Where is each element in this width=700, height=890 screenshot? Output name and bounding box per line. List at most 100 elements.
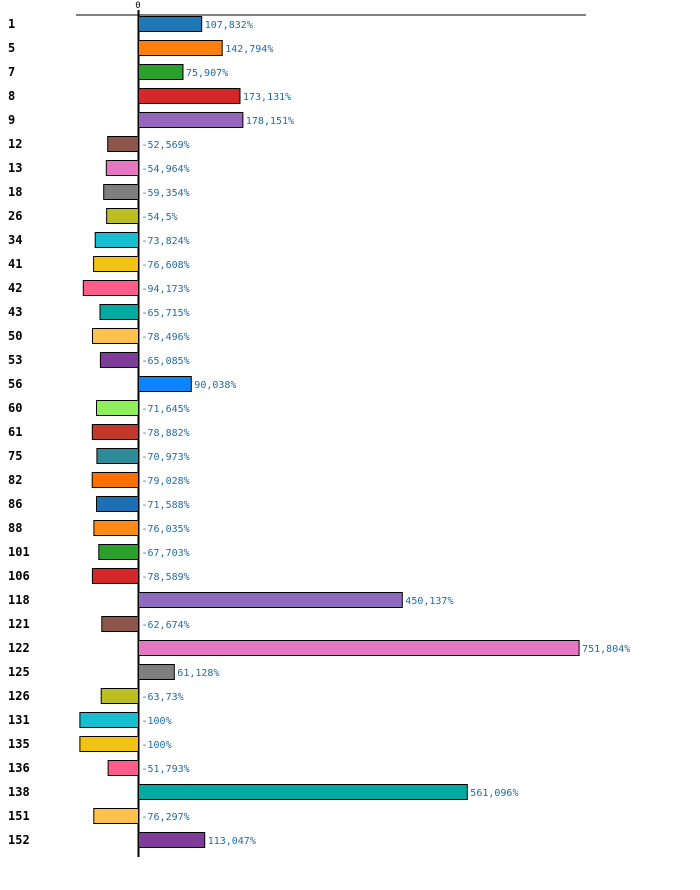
bar <box>107 760 139 776</box>
zero-tick-label: 0 <box>135 1 140 11</box>
category-label: 41 <box>8 257 22 271</box>
category-label: 7 <box>8 65 15 79</box>
value-label: -79,028% <box>142 476 190 487</box>
bar <box>93 256 139 272</box>
value-label: -73,824% <box>142 236 190 247</box>
value-label: -78,882% <box>142 428 190 439</box>
category-label: 18 <box>8 185 22 199</box>
category-label: 138 <box>8 785 30 799</box>
bar <box>96 400 139 416</box>
bar <box>138 16 203 32</box>
value-label: 450,137% <box>405 596 453 607</box>
value-label: -67,703% <box>142 548 190 559</box>
value-label: -78,589% <box>142 572 190 583</box>
category-label: 136 <box>8 761 30 775</box>
value-label: 142,794% <box>225 44 273 55</box>
category-label: 151 <box>8 809 30 823</box>
category-label: 53 <box>8 353 22 367</box>
value-label: -78,496% <box>142 332 190 343</box>
value-label: -65,085% <box>142 356 190 367</box>
bar <box>98 544 140 560</box>
category-label: 5 <box>8 41 15 55</box>
value-label: -54,5% <box>142 212 178 223</box>
category-label: 50 <box>8 329 22 343</box>
value-label: -76,035% <box>142 524 190 535</box>
bar <box>101 616 140 632</box>
bar <box>91 424 140 440</box>
bar <box>138 664 175 680</box>
category-label: 82 <box>8 473 22 487</box>
category-label: 118 <box>8 593 30 607</box>
bar <box>91 472 139 488</box>
bar <box>138 40 223 56</box>
bar <box>92 328 139 344</box>
bar <box>107 136 139 152</box>
value-label: 113,047% <box>208 836 256 847</box>
category-label: 34 <box>8 233 22 247</box>
category-label: 88 <box>8 521 22 535</box>
category-label: 126 <box>8 689 30 703</box>
category-label: 26 <box>8 209 22 223</box>
category-label: 125 <box>8 665 30 679</box>
category-label: 1 <box>8 17 15 31</box>
bar <box>138 784 468 800</box>
bar <box>93 808 140 824</box>
value-label: 107,832% <box>205 20 253 31</box>
value-label: 75,907% <box>186 68 228 79</box>
bar <box>138 592 403 608</box>
category-label: 122 <box>8 641 30 655</box>
category-label: 75 <box>8 449 22 463</box>
bar <box>100 688 139 704</box>
category-label: 61 <box>8 425 22 439</box>
bar <box>82 280 140 296</box>
value-label: -100% <box>142 716 172 727</box>
category-label: 131 <box>8 713 30 727</box>
category-label: 43 <box>8 305 22 319</box>
bar <box>79 736 139 752</box>
bar <box>93 520 139 536</box>
value-label: -70,973% <box>142 452 190 463</box>
value-label: -54,964% <box>142 164 190 175</box>
bar <box>99 304 139 320</box>
bar <box>138 832 206 848</box>
bar <box>138 64 184 80</box>
bar <box>138 640 580 656</box>
value-label: -63,73% <box>142 692 184 703</box>
value-label: -94,173% <box>142 284 190 295</box>
category-label: 42 <box>8 281 22 295</box>
bar <box>138 88 241 104</box>
category-label: 152 <box>8 833 30 847</box>
bar <box>138 376 192 392</box>
category-label: 101 <box>8 545 30 559</box>
bar <box>94 232 139 248</box>
value-label: -76,608% <box>142 260 190 271</box>
bar <box>138 112 244 128</box>
value-label: -71,645% <box>142 404 190 415</box>
bar <box>96 448 139 464</box>
category-label: 56 <box>8 377 22 391</box>
value-label: 178,151% <box>246 116 294 127</box>
category-label: 121 <box>8 617 30 631</box>
category-label: 60 <box>8 401 22 415</box>
value-label: -52,569% <box>142 140 190 151</box>
category-label: 8 <box>8 89 15 103</box>
bar <box>105 160 140 176</box>
bar <box>79 712 139 728</box>
value-label: -76,297% <box>142 812 190 823</box>
value-label: 751,804% <box>582 644 630 655</box>
bar <box>103 184 139 200</box>
value-label: -59,354% <box>142 188 190 199</box>
value-label: 561,096% <box>470 788 518 799</box>
bar <box>91 568 139 584</box>
value-label: 173,131% <box>243 92 291 103</box>
category-label: 12 <box>8 137 22 151</box>
value-label: -71,588% <box>142 500 190 511</box>
category-label: 86 <box>8 497 22 511</box>
value-label: -62,674% <box>142 620 190 631</box>
category-label: 13 <box>8 161 22 175</box>
value-label: 90,038% <box>194 380 236 391</box>
bars-group: 1 107,832% 5 142,794% 7 75,907% 8 173,131% 9 178,… <box>8 16 630 848</box>
value-label: 61,128% <box>177 668 219 679</box>
